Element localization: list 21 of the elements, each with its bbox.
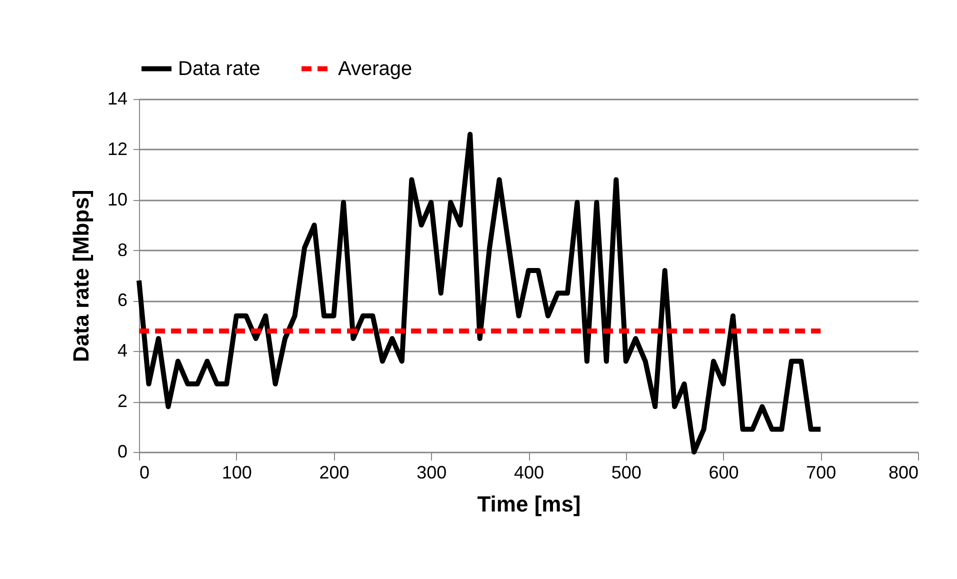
y-tick-label: 12: [107, 138, 128, 159]
y-tick-label: 8: [117, 240, 128, 260]
x-tick-label: 200: [319, 462, 350, 482]
x-tick-label: 400: [514, 462, 544, 482]
x-tick-label: 800: [888, 462, 918, 482]
x-axis-title: Time [ms]: [477, 492, 581, 516]
x-tick-label: 500: [611, 462, 642, 482]
y-tick-label: 10: [107, 189, 128, 210]
x-tick-label: 700: [806, 462, 836, 482]
x-tick-label: 300: [416, 462, 447, 482]
y-tick-label: 0: [117, 442, 128, 462]
legend-label: Average: [338, 58, 412, 80]
y-tick-label: 4: [117, 340, 128, 361]
x-tick-label: 600: [708, 462, 739, 482]
y-tick-label: 14: [107, 88, 128, 108]
legend-label: Data rate: [178, 58, 260, 80]
y-tick-label: 6: [117, 290, 128, 310]
y-tick-label: 2: [117, 391, 128, 412]
y-axis-title: Data rate [Mbps]: [68, 190, 94, 362]
x-tick-label: 100: [222, 462, 252, 482]
x-tick-label: 0: [140, 462, 150, 482]
